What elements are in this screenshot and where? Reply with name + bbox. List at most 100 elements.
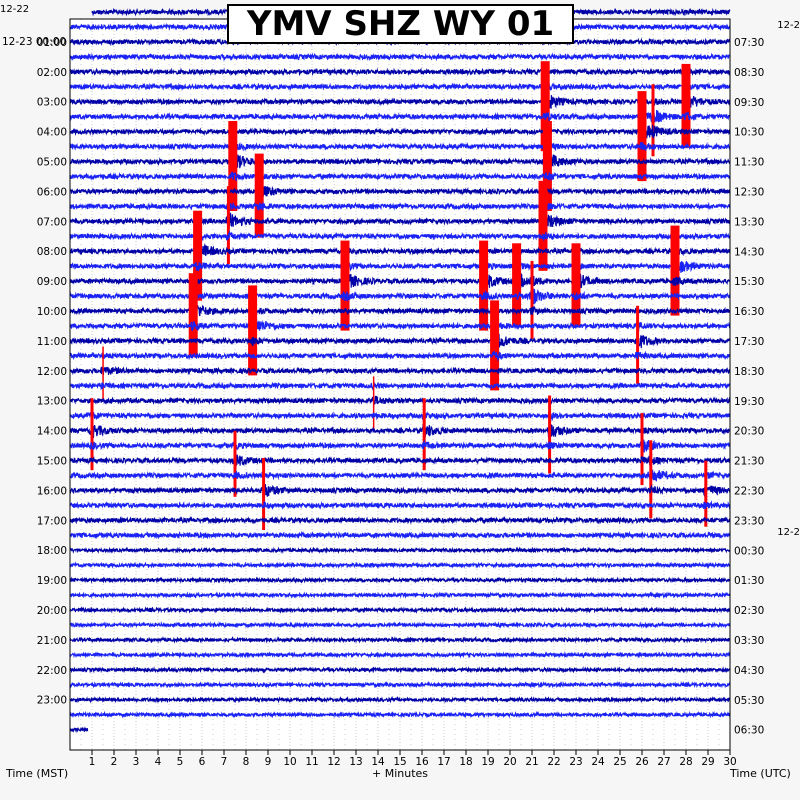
trace-row: [69, 650, 731, 659]
left-date-label-current: 12-23 00:00: [2, 36, 66, 48]
x-tick-label: 19: [481, 756, 494, 768]
trace-row: [69, 241, 731, 262]
clipped-event: [649, 440, 653, 519]
clipped-event: [637, 91, 647, 182]
trace-row: [69, 350, 731, 362]
clipped-event: [530, 260, 534, 339]
x-tick-label: 10: [283, 756, 296, 768]
left-hour-label: 17:00: [37, 515, 67, 527]
clipped-event: [540, 61, 550, 152]
clipped-event: [233, 430, 237, 497]
right-hour-label: 21:30: [734, 456, 764, 468]
trace-row: [69, 288, 731, 305]
right-hour-label: 16:30: [734, 306, 764, 318]
x-tick-label: 15: [393, 756, 406, 768]
right-time-labels: 07:30 08:30 09:30 10:30 11:30 12:30 13:30 14:30…: [734, 37, 764, 737]
clipped-event: [490, 300, 500, 391]
x-tick-label: 12: [327, 756, 340, 768]
clipped-event: [512, 243, 522, 328]
left-hour-label: 22:00: [37, 665, 67, 677]
x-tick-label: 16: [415, 756, 429, 768]
x-tick-label: 21: [525, 756, 538, 768]
clipped-event: [228, 121, 238, 211]
left-hour-label: 09:00: [37, 276, 67, 288]
trace-row: [69, 314, 731, 333]
trace-row: [69, 67, 731, 77]
clipped-event: [254, 153, 264, 238]
x-tick-label: 23: [569, 756, 582, 768]
trace-row: [69, 576, 731, 584]
trace-row: [69, 530, 731, 540]
clipped-event: [538, 180, 548, 271]
trace-row: [69, 108, 731, 123]
clipped-event: [226, 186, 230, 265]
right-hour-label: 18:30: [734, 366, 764, 378]
trace-row: [69, 500, 731, 511]
trace-row: [69, 411, 731, 422]
clipped-event: [704, 460, 708, 527]
trace-row: [69, 484, 731, 498]
left-hour-label: 05:00: [37, 157, 67, 169]
right-hour-label: 22:30: [734, 485, 764, 497]
trace-row: [69, 91, 731, 112]
left-hour-label: 15:00: [37, 456, 67, 468]
left-hour-label: 02:00: [37, 67, 67, 79]
trace-row: [69, 515, 731, 525]
clipped-event: [651, 84, 655, 157]
right-hour-label: 23:30: [734, 515, 764, 527]
seismic-traces: [69, 7, 731, 733]
right-hour-label: 03:30: [734, 635, 764, 647]
clipped-event: [262, 458, 266, 530]
right-hour-label: 14:30: [734, 246, 764, 258]
right-hour-label: 01:30: [734, 575, 764, 587]
x-tick-label: 5: [177, 756, 184, 768]
left-date-label-previous: 12-22: [0, 4, 30, 15]
x-tick-label: 13: [349, 756, 362, 768]
left-hour-label: 23:00: [37, 695, 67, 707]
trace-row: [69, 454, 731, 467]
trace-row: [69, 561, 731, 570]
right-hour-label: 08:30: [734, 67, 764, 79]
trace-row: [69, 81, 731, 92]
trace-row: [69, 591, 731, 599]
x-axis-label: + Minutes: [372, 767, 429, 780]
trace-row: [69, 395, 731, 406]
right-date-label-bottom: 12-2: [777, 527, 800, 538]
left-hour-label: 16:00: [37, 485, 67, 497]
x-tick-label: 1: [89, 756, 96, 768]
clipped-event: [372, 376, 375, 431]
right-hour-label: 10:30: [734, 127, 764, 139]
x-tick-label: 17: [437, 756, 450, 768]
x-tick-label: 7: [221, 756, 228, 768]
x-tick-label: 8: [243, 756, 250, 768]
trace-row: [69, 469, 731, 482]
right-hour-label: 06:30: [734, 725, 764, 737]
clipped-event: [102, 346, 104, 401]
trace-row: [69, 710, 731, 719]
clipped-event: [422, 398, 426, 471]
clipped-event: [548, 395, 552, 474]
right-axis-label: Time (UTC): [730, 767, 791, 780]
left-hour-label: 19:00: [37, 575, 67, 587]
x-tick-label: 26: [635, 756, 649, 768]
clipped-event: [542, 121, 552, 211]
trace-row: [69, 271, 731, 293]
x-tick-label: 28: [679, 756, 692, 768]
right-hour-label: 15:30: [734, 276, 764, 288]
left-hour-label: 07:00: [37, 216, 67, 228]
left-hour-label: 21:00: [37, 635, 67, 647]
right-hour-label: 11:30: [734, 157, 764, 169]
trace-row: [69, 438, 731, 453]
trace-row: [69, 422, 731, 439]
clipped-event: [193, 210, 203, 301]
trace-row: [69, 332, 731, 350]
x-tick-label: 3: [133, 756, 140, 768]
clipped-event: [670, 225, 680, 316]
left-date-part: 12-23: [2, 36, 36, 48]
left-hour-label: 10:00: [37, 306, 67, 318]
chart-title: YMV SHZ WY 01: [227, 4, 574, 44]
right-hour-label: 02:30: [734, 605, 764, 617]
right-hour-label: 07:30: [734, 37, 764, 49]
left-hour-label: 01:00: [37, 37, 67, 49]
